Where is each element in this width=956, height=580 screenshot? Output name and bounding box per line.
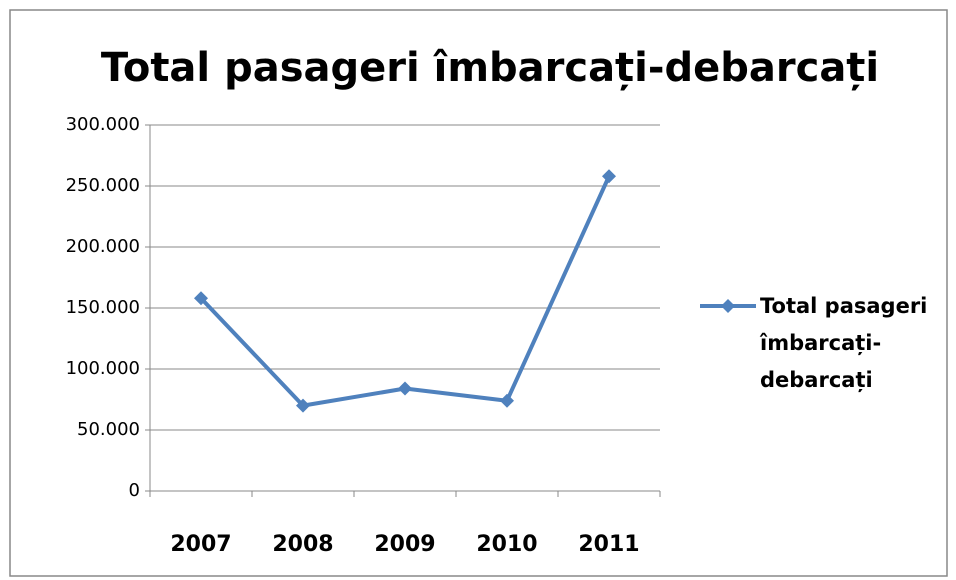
y-tick-label: 200.000 [66,236,140,257]
y-tick-label: 150.000 [66,297,140,318]
y-tick-label: 250.000 [66,175,140,196]
data-point [398,381,412,396]
data-point [500,393,514,408]
y-tick-label: 300.000 [66,114,140,135]
y-tick-label: 50.000 [77,419,140,440]
data-point [296,398,310,413]
legend-marker [721,299,735,313]
y-tick-label: 100.000 [66,358,140,379]
x-tick-label: 2007 [170,532,231,557]
legend-label: Total pasageri îmbarcați-debarcați [760,294,928,392]
x-tick-label: 2010 [476,532,537,557]
chart-border [9,9,948,577]
x-tick-label: 2011 [578,532,639,557]
data-point [194,291,208,306]
data-point [602,169,616,184]
x-tick-label: 2008 [272,532,333,557]
y-tick-label: 0 [129,480,140,501]
chart-title: Total pasageri îmbarcați-debarcați [101,45,879,91]
x-tick-label: 2009 [374,532,435,557]
